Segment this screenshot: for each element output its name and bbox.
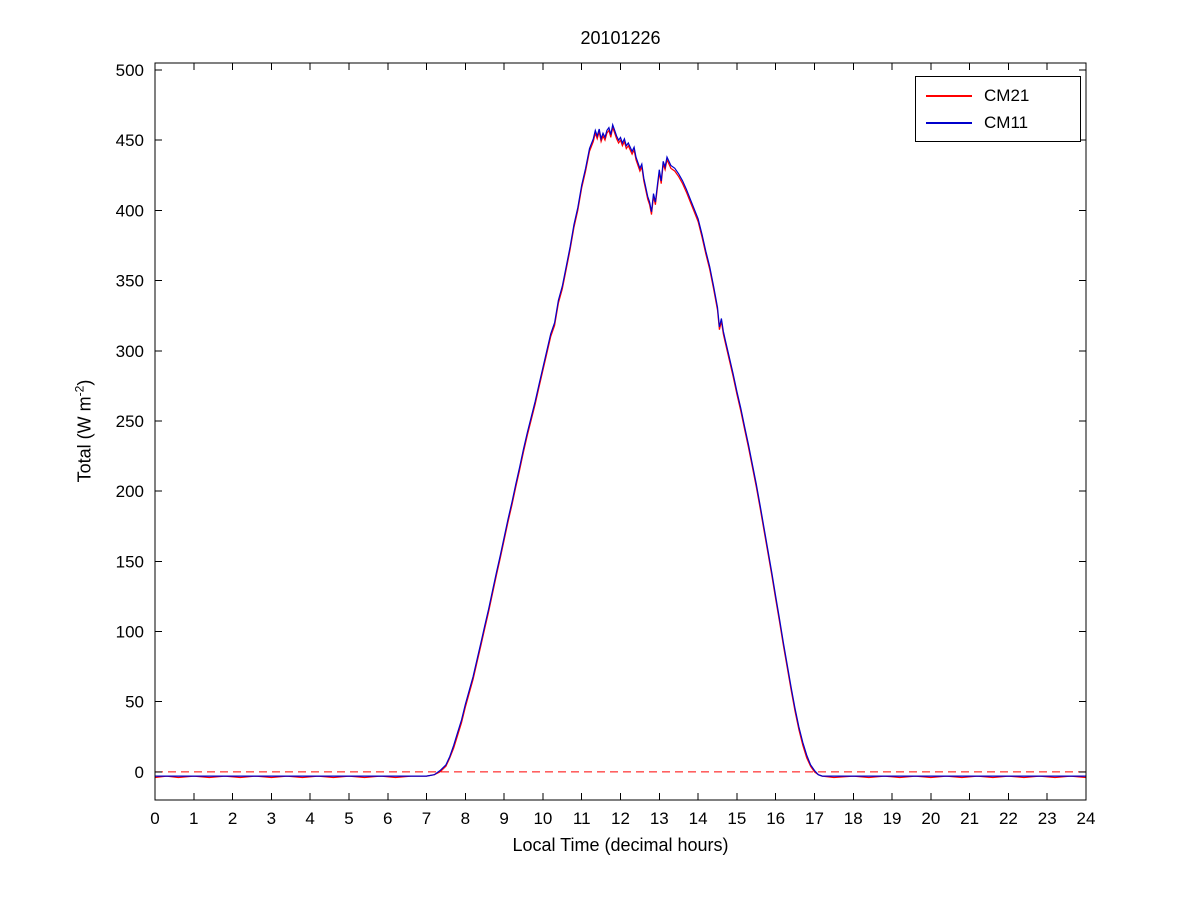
- y-axis-label-close: ): [74, 379, 95, 386]
- axes-box: [154, 62, 1087, 801]
- y-tick-label: 500: [116, 61, 144, 80]
- y-tick-label: 0: [135, 763, 144, 782]
- x-tick-label: 23: [1038, 809, 1057, 828]
- y-tick-label: 100: [116, 623, 144, 642]
- y-tick-label: 50: [125, 693, 144, 712]
- y-axis-label: Total (W m-2): [73, 380, 96, 483]
- x-tick-label: 5: [344, 809, 353, 828]
- x-tick-label: 16: [766, 809, 785, 828]
- series-line-CM11: [155, 122, 1086, 777]
- x-tick-label: 22: [999, 809, 1018, 828]
- x-tick-label: 4: [305, 809, 314, 828]
- y-tick-label: 300: [116, 342, 144, 361]
- x-tick-label: 9: [499, 809, 508, 828]
- y-axis-label-text: Total (W m: [74, 396, 95, 483]
- x-tick-label: 7: [422, 809, 431, 828]
- x-tick-label: 0: [150, 809, 159, 828]
- legend-label: CM21: [984, 85, 1030, 105]
- x-tick-label: 21: [960, 809, 979, 828]
- legend-label: CM11: [984, 112, 1029, 132]
- y-tick-label: 150: [116, 552, 144, 571]
- x-axis-label: Local Time (decimal hours): [512, 835, 729, 855]
- x-tick-label: 11: [573, 809, 591, 828]
- y-tick-label: 400: [116, 201, 144, 220]
- x-tick-label: 8: [461, 809, 470, 828]
- y-tick-label: 450: [116, 131, 144, 150]
- legend-line-sample: [926, 94, 972, 97]
- x-tick-label: 1: [189, 809, 198, 828]
- y-axis-label-exponent: -2: [72, 385, 87, 397]
- y-tick-label: 250: [116, 412, 144, 431]
- x-tick-label: 24: [1077, 809, 1096, 828]
- x-tick-label: 12: [611, 809, 630, 828]
- x-tick-label: 14: [689, 809, 708, 828]
- y-tick-label: 350: [116, 272, 144, 291]
- x-tick-label: 6: [383, 809, 392, 828]
- series-line-CM21: [154, 125, 1087, 779]
- x-tick-label: 18: [844, 809, 863, 828]
- x-tick-label: 2: [228, 809, 237, 828]
- y-tick-label: 200: [116, 482, 144, 501]
- x-tick-label: 10: [533, 809, 552, 828]
- legend: CM21 CM11: [915, 76, 1081, 142]
- x-tick-label: 17: [805, 809, 824, 828]
- x-tick-label: 20: [921, 809, 940, 828]
- x-tick-label: 15: [727, 809, 746, 828]
- x-tick-label: 19: [883, 809, 902, 828]
- legend-entry: CM21: [916, 82, 1080, 109]
- legend-line-sample: [926, 121, 972, 124]
- x-tick-label: 3: [267, 809, 276, 828]
- x-tick-label: 13: [650, 809, 669, 828]
- legend-entry: CM11: [916, 109, 1080, 136]
- chart-title: 20101226: [580, 28, 661, 48]
